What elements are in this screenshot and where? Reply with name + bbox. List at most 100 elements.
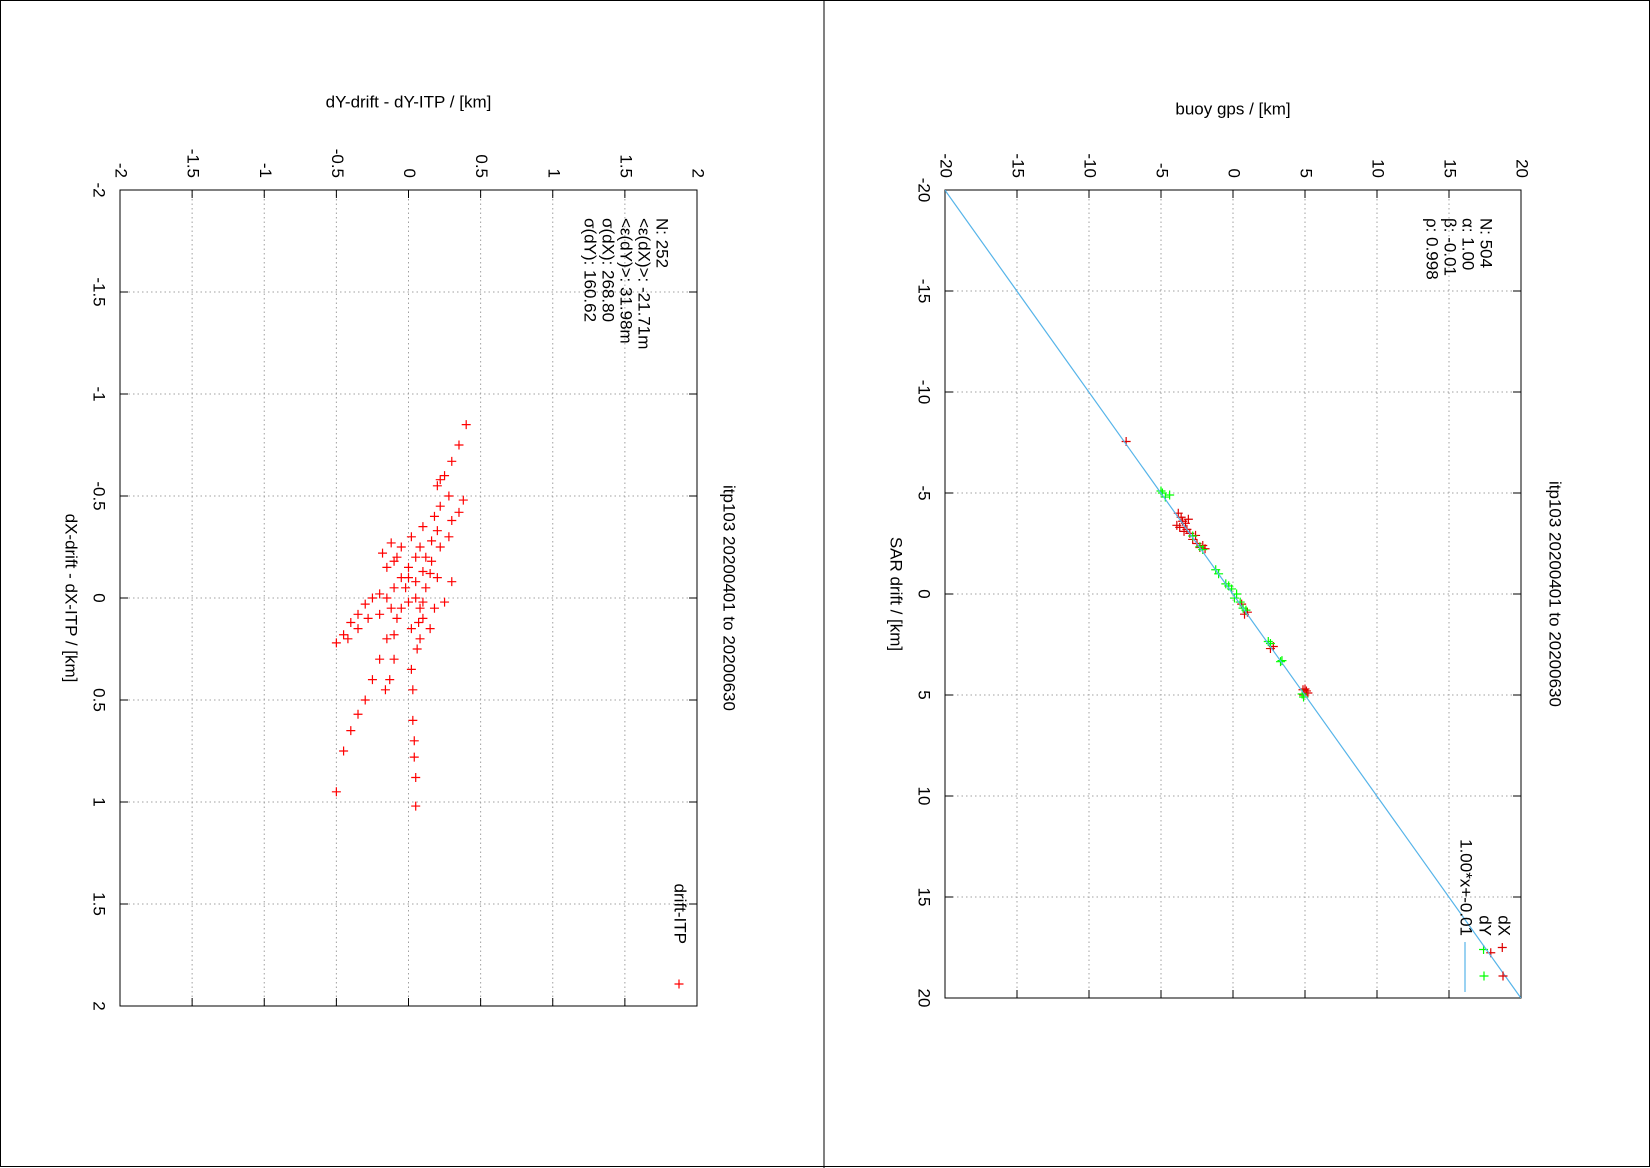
data-point [367,675,377,685]
plot-area [945,190,1521,998]
data-point [461,420,471,430]
y-tick-label: -2 [112,163,131,178]
data-point [447,456,457,466]
x-tick-label: 1.5 [90,892,109,916]
data-point [432,481,442,491]
stat-annotation: σ(dX): 268.80 [599,218,618,322]
x-tick-label: -0.5 [90,481,109,510]
y-tick-label: 20 [1513,159,1532,178]
data-point [406,624,416,634]
data-point [418,597,428,607]
x-tick-label: 10 [915,787,934,806]
y-axis-label: buoy gps / [km] [1175,99,1290,118]
data-point [411,577,421,587]
data-point [409,736,419,746]
data-point [1165,490,1175,500]
data-point [1183,514,1193,524]
data-point [404,573,413,583]
data-point [386,603,396,613]
data-point [385,675,395,685]
chart-title: itp103 20200401 to 20200630 [720,485,739,711]
data-point [375,654,385,664]
plot-frame [119,189,698,1007]
data-point [353,624,363,634]
x-tick-label: 15 [915,888,934,907]
x-tick-label: -1.5 [90,277,109,306]
data-point [1232,589,1242,599]
data-point [1229,593,1239,603]
data-point [411,593,421,603]
data-point [375,589,385,599]
data-point [411,773,421,783]
data-point [435,475,445,485]
data-point [339,746,349,756]
data-point [396,542,406,552]
plot: -2 -1.5 -1 -0.5 0 0.5 1 1.5 2 -2 -1.5 -1 -0.5 0 0.5 1 1.… [62,92,739,1010]
y-tick-label: 0.5 [472,154,491,178]
y-tick-label: 10 [1369,159,1388,178]
data-point [432,573,442,583]
data-point [382,562,392,572]
data-point [415,542,425,552]
y-tick-label: 2 [689,169,708,178]
data-point [386,538,396,548]
data-point [406,532,416,542]
data-point [414,617,424,627]
y-tick-label: 0 [400,169,419,178]
data-point [396,603,406,613]
stat-annotation: β: -0.01 [1441,218,1460,276]
stat-annotation: ρ: 0.998 [1423,218,1442,280]
data-point [411,801,421,811]
data-point [458,495,468,505]
data-point [425,569,435,579]
data-point [427,536,437,546]
x-tick-label: 2 [90,1001,109,1010]
x-tick-label: 1 [90,797,109,806]
plot-frame [944,189,1522,999]
y-tick-label: -0.5 [328,149,347,178]
stat-annotation: N: 252 [653,218,672,268]
y-tick-label: 15 [1441,159,1460,178]
data-point [454,440,464,450]
data-point [444,491,454,501]
x-tick-label: 20 [915,989,934,1008]
plot: -20 -15 -10 -5 0 5 10 15 20 -20 -15 -10 -5 0 5 10 15 20 it… [887,99,1565,1007]
data-point [429,511,439,521]
data-point [389,654,399,664]
data-point [440,471,450,481]
data-point [382,593,392,603]
data-point [353,609,363,619]
data-point [421,583,431,593]
legend-marker [1498,971,1508,981]
y-tick-label: -5 [1153,163,1172,178]
data-point [331,787,341,797]
y-tick-label: 0 [1225,169,1244,178]
data-point [363,613,373,623]
data-point [404,562,413,572]
x-tick-label: -5 [915,485,934,500]
data-point [392,613,402,623]
plot-area [331,420,471,811]
data-point [415,634,425,644]
data-point [447,515,457,525]
data-point [1300,684,1310,694]
data-point [360,599,370,609]
data-point [418,613,428,623]
x-tick-label: -15 [915,279,934,304]
data-point [1188,531,1198,541]
x-tick-label: 5 [915,690,934,699]
y-tick-label: -1 [256,163,275,178]
data-point [389,630,399,640]
data-point [421,552,431,562]
data-point [411,552,421,562]
data-point [360,695,370,705]
data-point [378,548,388,558]
x-tick-label: 0.5 [90,688,109,712]
data-point [392,552,402,562]
stat-annotation: <ε(dY)>: 31.98m [617,218,636,344]
stat-annotation: σ(dY): 160.62 [581,218,600,322]
data-point [375,609,385,619]
stat-annotation: N: 504 [1477,218,1496,268]
data-point [435,542,445,552]
